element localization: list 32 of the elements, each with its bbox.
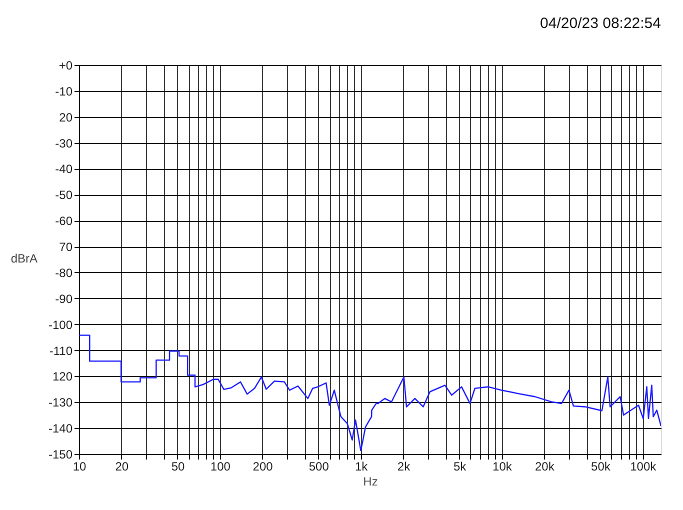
y-tick-label: 120 [52, 370, 73, 384]
x-tick-label: 2k [397, 460, 412, 474]
x-tick-label: 50k [591, 460, 612, 474]
y-tick-label: -60 [55, 214, 73, 228]
y-tick-label: 20 [59, 110, 73, 124]
x-tick-label: 50 [171, 460, 185, 474]
x-tick-label: 1k [354, 460, 369, 474]
y-tick-label: -100 [48, 318, 73, 332]
x-tick-label: 500 [308, 460, 330, 474]
y-tick-label: -150 [48, 448, 73, 462]
y-tick-label: -130 [48, 396, 73, 410]
y-tick-label: -140 [48, 422, 73, 436]
x-tick-label: 10 [72, 460, 86, 474]
y-tick-label: 70 [59, 240, 73, 254]
y-tick-label: -40 [55, 162, 73, 176]
x-tick-label: 20k [534, 460, 556, 474]
x-tick-label: 100k [630, 460, 658, 474]
x-tick-label: 5k [453, 460, 468, 474]
y-tick-label: -10 [55, 84, 73, 98]
text: 04/20/23 08:22:54 [540, 15, 661, 32]
y-tick-label: -90 [55, 292, 73, 306]
x-tick-label: 200 [252, 460, 274, 474]
y-tick-label: -50 [55, 188, 73, 202]
y-tick-label: -110 [49, 344, 73, 358]
x-tick-label: 20 [115, 460, 129, 474]
x-tick-label: 100 [210, 460, 231, 474]
y-axis-title: dBrA [10, 252, 38, 266]
y-tick-label: +0 [58, 58, 73, 72]
y-tick-label: -30 [55, 136, 73, 150]
x-tick-label: 10k [492, 460, 513, 474]
y-tick-label: -80 [55, 266, 73, 280]
x-axis-title: Hz [363, 474, 378, 488]
